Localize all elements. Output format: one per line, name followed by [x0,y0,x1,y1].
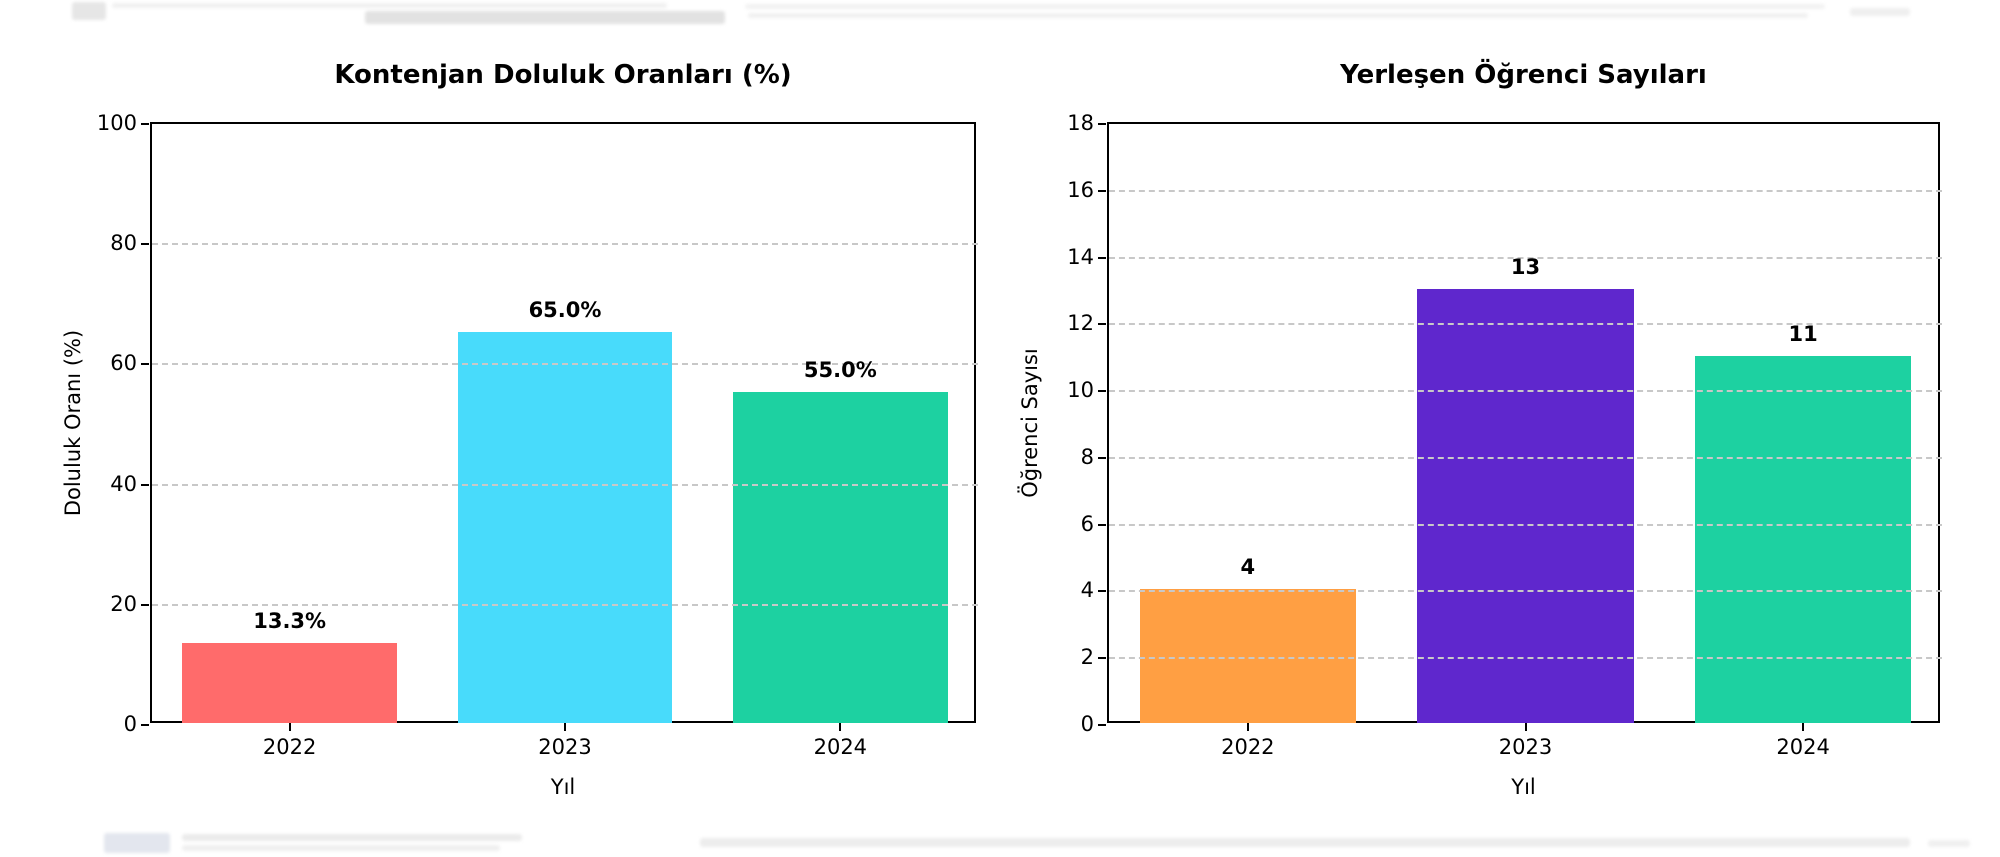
gridline [1109,456,1942,459]
chart-title: Kontenjan Doluluk Oranları (%) [334,60,792,90]
x-tick-mark [839,723,842,731]
x-tick-mark [1524,723,1527,731]
x-tick-mark [564,723,566,731]
x-tick-label: 2022 [1221,735,1275,759]
y-tick-mark [141,123,149,125]
bar-value-label: 13 [1510,254,1541,279]
gridline [1109,256,1942,259]
gridline [1109,590,1942,593]
cropped-text-artifact-top [1850,8,1910,16]
gridline [152,243,978,246]
cropped-text-artifact-top [365,11,725,24]
cropped-text-artifact-bottom [182,845,500,851]
gridline [152,363,978,366]
y-tick-mark [141,363,149,366]
y-tick-mark [1098,189,1106,192]
cropped-text-artifact-bottom [182,834,522,841]
gridline [1109,189,1942,192]
bar-2022 [1139,589,1357,723]
bar-value-label: 55.0% [803,358,877,383]
y-tick-label: 4 [1080,578,1094,603]
y-tick-mark [1098,123,1106,125]
plot-area: 0 2 4 6 8 10 12 14 16 18 4 2022 13 2023 11 2024 [1067,113,1942,759]
x-tick-label: 2023 [538,735,592,759]
y-tick-label: 40 [110,471,137,496]
y-tick-mark [1098,256,1106,259]
x-tick-mark [288,723,291,731]
cropped-text-artifact-top [745,4,1825,9]
bar-2024 [1694,355,1912,723]
cropped-text-artifact-top [112,3,667,8]
y-tick-label: 14 [1067,244,1094,269]
bar-2023 [1417,288,1634,723]
gridline [1109,323,1942,326]
x-tick-mark [1802,723,1805,731]
y-tick-mark [1098,724,1106,726]
x-tick-label: 2022 [262,735,317,759]
y-tick-label: 0 [1080,712,1094,736]
y-tick-label: 10 [1067,378,1094,403]
y-tick-label: 8 [1080,444,1094,469]
x-tick-label: 2023 [1498,735,1553,759]
plot-area: 0 20 40 60 80 100 13.3% 2022 65.0% 2023 55.0% 2024 [97,113,978,759]
y-axis-label: Öğrenci Sayısı [1018,347,1042,498]
y-tick-mark [141,603,149,606]
gridline [152,603,978,606]
y-tick-mark [1098,590,1106,593]
y-tick-label: 6 [1080,511,1094,536]
bar-2024 [732,392,948,723]
y-tick-label: 16 [1067,177,1094,202]
y-tick-label: 12 [1067,311,1094,336]
cropped-text-artifact-bottom [1928,840,1970,847]
y-tick-mark [1098,523,1106,526]
y-tick-label: 100 [96,111,137,135]
y-tick-label: 80 [110,231,137,256]
gridline [1109,390,1942,393]
gridline [1109,523,1942,526]
bar-value-label: 13.3% [253,609,327,634]
y-tick-label: 20 [110,591,137,616]
bar-value-label: 11 [1788,321,1818,346]
bar-2023 [457,332,673,723]
y-tick-mark [141,483,149,486]
bar-value-label: 65.0% [528,298,602,323]
gridline [152,483,978,486]
x-tick-mark [1246,723,1249,731]
chart-title: Yerleşen Öğrenci Sayıları [1340,60,1707,90]
gridline [1109,657,1942,660]
y-tick-mark [1098,390,1106,393]
y-tick-mark [141,724,149,726]
cropped-text-artifact-top [748,13,1808,18]
bar-2022 [182,643,398,723]
y-tick-label: 2 [1080,645,1094,670]
y-tick-label: 18 [1067,111,1094,135]
cropped-text-artifact-top [72,2,106,20]
x-axis-label: Yıl [1511,775,1536,799]
cropped-text-artifact-bottom [700,838,1910,847]
bar-value-label: 4 [1240,555,1256,580]
x-tick-label: 2024 [813,735,868,759]
x-tick-label: 2024 [1776,735,1830,759]
y-tick-mark [141,243,149,246]
y-tick-mark [1098,657,1106,660]
y-tick-mark [1098,323,1106,326]
y-tick-label: 0 [123,712,137,736]
x-axis-label: Yıl [550,775,576,799]
y-tick-mark [1098,456,1106,459]
cropped-content-artifact-bottom [104,833,170,853]
y-tick-label: 60 [110,351,137,376]
